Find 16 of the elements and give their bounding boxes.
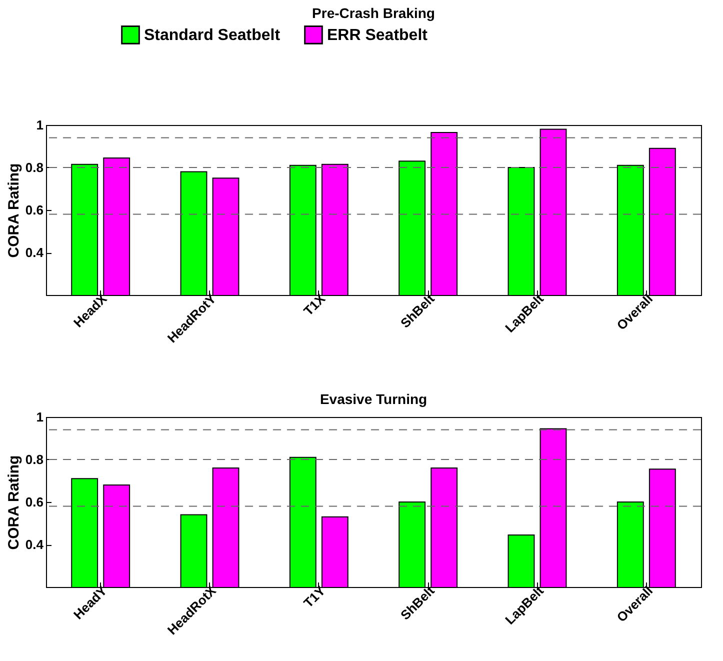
x-tick-label: T1Y [300,582,328,611]
y-axis-title: CORA Rating [5,455,22,550]
legend-label: ERR Seatbelt [327,26,428,44]
y-tick-label: 1 [36,410,44,424]
x-tick-label: T1X [300,290,328,319]
y-tick-label: 0.6 [25,494,44,510]
y-tick-label: 0.6 [25,202,44,218]
y-tick-label: 0.8 [25,160,44,175]
chart-title: Evasive Turning [320,391,428,407]
y-axis-title: CORA Rating [5,163,22,258]
y-tick-label: 1 [36,118,44,132]
y-tick-label: 0.4 [25,537,44,552]
y-tick-label: 0.8 [25,452,44,467]
y-tick-label: 0.4 [25,245,44,260]
legend-label: Standard Seatbelt [144,26,281,44]
chart-title: Pre-Crash Braking [312,5,435,21]
